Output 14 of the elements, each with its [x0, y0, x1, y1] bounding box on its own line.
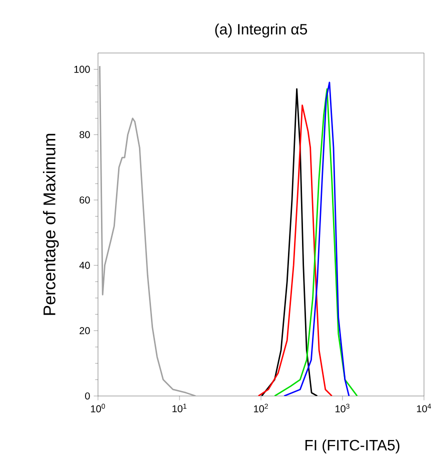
- x-tick-label: 10$^{1}$: [172, 404, 186, 412]
- y-tick-label: 0: [85, 392, 90, 400]
- x-tick-label: 10$^{0}$: [91, 404, 105, 412]
- x-tick-label: 10$^{2}$: [254, 404, 268, 412]
- x-tick-label: 10$^{4}$: [417, 404, 432, 412]
- y-tick-label: 60: [80, 196, 90, 204]
- x-axis-title: FI (FITC-ITA5): [305, 440, 400, 454]
- x-tick-label: 10$^{3}$: [336, 404, 350, 412]
- y-tick-label: 100: [74, 66, 90, 73]
- y-tick-label: 80: [80, 131, 90, 138]
- y-tick-label: 20: [80, 327, 90, 334]
- y-tick-label: 40: [79, 262, 90, 269]
- chart-title: (a) Integrin α5: [215, 24, 308, 38]
- y-axis-title: Percentage of Maximum: [42, 134, 59, 315]
